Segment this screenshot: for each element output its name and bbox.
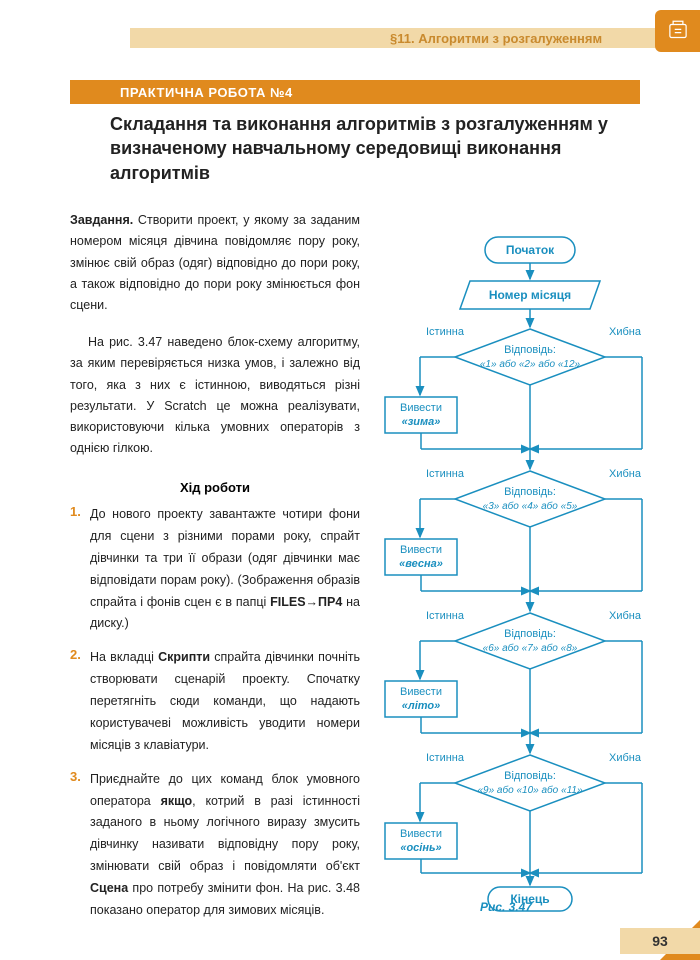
- steps-list: 1. До нового проекту завантажте чотири ф…: [70, 504, 360, 934]
- task-block: Завдання. Створити проект, у якому за за…: [70, 210, 360, 316]
- svg-text:«9» або «10» або «11»: «9» або «10» або «11»: [477, 784, 582, 796]
- section-title: §11. Алгоритми з розгалуженням: [390, 31, 602, 46]
- step-1: 1. До нового проекту завантажте чотири ф…: [70, 504, 360, 635]
- header-icon: [655, 10, 700, 52]
- step-3: 3. Приєднайте до цих команд блок умовног…: [70, 769, 360, 922]
- svg-text:Номер місяця: Номер місяця: [489, 288, 571, 302]
- step-text: До нового проекту завантажте чотири фони…: [90, 504, 360, 635]
- svg-text:«осінь»: «осінь»: [400, 842, 441, 854]
- svg-text:Істинна: Істинна: [426, 610, 465, 622]
- decision-1: Істинна Хибна Відповідь: «1» або «2» або…: [385, 326, 642, 469]
- svg-text:«зима»: «зима»: [402, 416, 441, 428]
- svg-text:Вивести: Вивести: [400, 402, 442, 414]
- praktychna-bar: ПРАКТИЧНА РОБОТА №4: [70, 80, 640, 104]
- svg-text:Хибна: Хибна: [609, 468, 642, 480]
- flowchart: Початок Номер місяця Істинна Хибна Відпо…: [380, 235, 665, 915]
- paragraph-2: На рис. 3.47 наведено блок-схему алгорит…: [70, 332, 360, 460]
- step-num: 3.: [70, 769, 90, 922]
- svg-text:Істинна: Істинна: [426, 468, 465, 480]
- step-text: Приєднайте до цих команд блок умовного о…: [90, 769, 360, 922]
- svg-text:«весна»: «весна»: [399, 558, 443, 570]
- figure-caption: Рис. 3.47: [480, 900, 532, 914]
- svg-text:Відповідь:: Відповідь:: [504, 628, 556, 640]
- svg-text:Вивести: Вивести: [400, 544, 442, 556]
- svg-text:Відповідь:: Відповідь:: [504, 486, 556, 498]
- hid-roboty-title: Хід роботи: [70, 480, 360, 495]
- step-text: На вкладці Скрипти спрайта дівчинки почн…: [90, 647, 360, 756]
- decision-2: Істинна Хибна Відповідь: «3» або «4» або…: [385, 468, 642, 611]
- task-text: Створити проект, у якому за заданим номе…: [70, 213, 360, 312]
- svg-text:Відповідь:: Відповідь:: [504, 770, 556, 782]
- header-bar: §11. Алгоритми з розгалуженням: [130, 28, 700, 48]
- svg-text:Хибна: Хибна: [609, 610, 642, 622]
- step-num: 1.: [70, 504, 90, 635]
- task-label: Завдання.: [70, 213, 133, 227]
- svg-text:Вивести: Вивести: [400, 828, 442, 840]
- svg-text:Хибна: Хибна: [609, 326, 642, 338]
- svg-text:«3» або «4» або «5»: «3» або «4» або «5»: [483, 500, 578, 512]
- svg-text:Відповідь:: Відповідь:: [504, 344, 556, 356]
- step-num: 2.: [70, 647, 90, 756]
- praktychna-label: ПРАКТИЧНА РОБОТА №4: [120, 85, 293, 100]
- svg-text:Істинна: Істинна: [426, 752, 465, 764]
- svg-text:«6» або «7» або «8»: «6» або «7» або «8»: [483, 642, 578, 654]
- main-title: Складання та виконання алгоритмів з розг…: [110, 112, 630, 185]
- svg-text:«1» або «2» або «12»: «1» або «2» або «12»: [480, 358, 581, 370]
- svg-text:Хибна: Хибна: [609, 752, 642, 764]
- svg-text:«літо»: «літо»: [402, 700, 441, 712]
- svg-text:Вивести: Вивести: [400, 686, 442, 698]
- svg-text:Істинна: Істинна: [426, 326, 465, 338]
- decision-3: Істинна Хибна Відповідь: «6» або «7» або…: [385, 610, 642, 753]
- step-2: 2. На вкладці Скрипти спрайта дівчинки п…: [70, 647, 360, 756]
- svg-text:Початок: Початок: [506, 243, 555, 257]
- decision-4: Істинна Хибна Відповідь: «9» або «10» аб…: [385, 752, 642, 885]
- page-number: 93: [652, 933, 668, 949]
- page-number-box: 93: [620, 928, 700, 954]
